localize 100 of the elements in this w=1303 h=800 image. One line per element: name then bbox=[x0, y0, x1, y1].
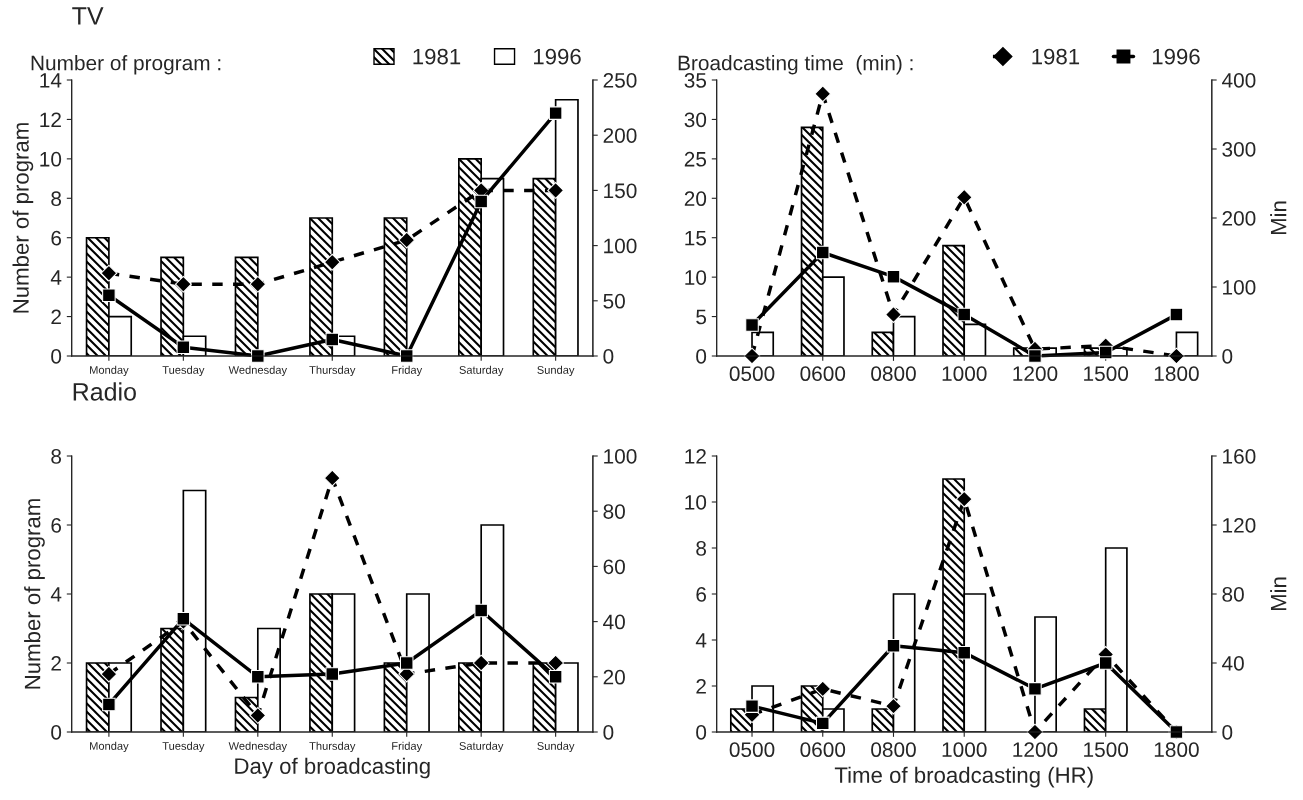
y-tick-label: 10 bbox=[685, 270, 707, 285]
x-tick-label: 1500 bbox=[1084, 366, 1129, 382]
y2-axis-title: Min bbox=[1270, 577, 1287, 611]
y-tick-label: 5 bbox=[696, 309, 707, 325]
point bbox=[814, 85, 832, 103]
y-tick-label: 20 bbox=[684, 191, 707, 207]
y-tick-label: 0 bbox=[51, 349, 62, 364]
point bbox=[814, 680, 832, 698]
y-tick-label: 6 bbox=[51, 230, 62, 246]
point bbox=[886, 638, 901, 653]
point bbox=[249, 707, 267, 724]
point bbox=[176, 340, 191, 354]
y2-tick-label: 80 bbox=[603, 504, 625, 519]
y2-tick-label: 400 bbox=[1221, 73, 1256, 88]
point bbox=[957, 307, 971, 322]
point bbox=[251, 670, 265, 684]
y-tick-label: 4 bbox=[695, 633, 707, 648]
point bbox=[474, 194, 488, 209]
y-tick-label: 8 bbox=[51, 449, 62, 464]
y-tick-label: 14 bbox=[40, 73, 62, 88]
y-tick-label: 8 bbox=[696, 541, 707, 556]
x-tick-label: 1200 bbox=[1013, 366, 1058, 382]
x-tick-label: 0600 bbox=[800, 366, 846, 382]
x-tick-label: Friday bbox=[392, 741, 423, 753]
x-tick-label: 0800 bbox=[871, 366, 916, 382]
legend-label: 1981 bbox=[1032, 48, 1080, 65]
y-tick-label: 12 bbox=[685, 449, 706, 464]
y2-tick-label: 80 bbox=[1222, 587, 1244, 602]
point bbox=[955, 188, 973, 206]
x-tick-label: Monday bbox=[90, 365, 129, 377]
y2-tick-label: 50 bbox=[603, 293, 625, 309]
x-tick-label: Sunday bbox=[537, 365, 575, 377]
y-tick-label: 4 bbox=[50, 587, 62, 602]
point bbox=[955, 490, 973, 508]
point bbox=[251, 349, 265, 363]
y2-tick-label: 60 bbox=[603, 559, 625, 575]
x-tick-label: 0500 bbox=[729, 742, 775, 758]
y2-tick-label: 120 bbox=[1223, 518, 1256, 533]
point bbox=[815, 716, 830, 731]
point bbox=[957, 645, 971, 660]
y-tick-label: 10 bbox=[685, 495, 707, 510]
y2-tick-label: 200 bbox=[603, 128, 637, 143]
y2-tick-label: 0 bbox=[1222, 349, 1233, 364]
y-axis-title: Number of program bbox=[12, 123, 34, 313]
x-tick-label: Tuesday bbox=[162, 365, 205, 377]
y-tick-label: 12 bbox=[40, 112, 61, 127]
y2-tick-label: 250 bbox=[603, 73, 637, 88]
x-tick-label: 1000 bbox=[942, 742, 987, 758]
point bbox=[100, 264, 118, 282]
x-axis-title: Day of broadcasting bbox=[235, 757, 430, 779]
x-tick-label: Thursday bbox=[309, 365, 356, 377]
point bbox=[547, 182, 565, 199]
point bbox=[885, 697, 902, 715]
y-tick-label: 8 bbox=[51, 191, 62, 207]
y2-tick-label: 160 bbox=[1223, 449, 1256, 464]
y-tick-label: 6 bbox=[696, 587, 707, 602]
x-tick-label: Tuesday bbox=[162, 741, 205, 753]
point bbox=[815, 245, 830, 260]
point bbox=[745, 699, 759, 713]
y-tick-label: 0 bbox=[51, 725, 62, 740]
y2-tick-label: 40 bbox=[1221, 656, 1244, 671]
point bbox=[1098, 656, 1113, 670]
legend-title: Broadcasting time (min) : bbox=[678, 55, 913, 75]
x-tick-label: Sunday bbox=[537, 741, 575, 753]
chart-title: Radio bbox=[73, 382, 136, 401]
y-tick-label: 15 bbox=[685, 230, 707, 246]
y-tick-label: 0 bbox=[696, 349, 707, 364]
x-axis-title: Time of broadcasting (HR) bbox=[834, 766, 1093, 788]
point bbox=[102, 697, 116, 712]
y-tick-label: 2 bbox=[696, 679, 706, 694]
x-tick-label: 1200 bbox=[1013, 742, 1058, 758]
x-tick-label: Friday bbox=[392, 365, 423, 377]
point bbox=[174, 275, 192, 293]
y2-tick-label: 200 bbox=[1222, 211, 1256, 226]
y2-tick-label: 100 bbox=[604, 238, 637, 254]
point bbox=[886, 269, 901, 284]
point bbox=[474, 603, 488, 618]
point bbox=[249, 275, 267, 293]
y-tick-label: 2 bbox=[51, 656, 61, 671]
y-tick-label: 0 bbox=[696, 725, 707, 740]
y2-tick-label: 0 bbox=[1222, 725, 1233, 740]
point bbox=[547, 654, 565, 672]
x-tick-label: 1500 bbox=[1084, 742, 1129, 758]
point bbox=[1028, 682, 1042, 696]
point bbox=[548, 670, 563, 684]
y-tick-label: 4 bbox=[50, 270, 62, 285]
y-tick-label: 35 bbox=[684, 73, 707, 88]
point bbox=[176, 612, 191, 626]
point bbox=[325, 667, 340, 681]
x-tick-label: Saturday bbox=[459, 741, 504, 753]
legend-label: 1996 bbox=[534, 48, 581, 65]
point bbox=[102, 288, 116, 303]
point bbox=[100, 665, 118, 683]
y-axis-title: Number of program bbox=[24, 499, 45, 689]
point bbox=[1028, 349, 1042, 363]
y2-tick-label: 0 bbox=[603, 349, 614, 364]
point bbox=[399, 349, 414, 363]
x-tick-label: Wednesday bbox=[228, 365, 288, 377]
y2-tick-label: 20 bbox=[603, 669, 625, 685]
point bbox=[885, 306, 902, 323]
